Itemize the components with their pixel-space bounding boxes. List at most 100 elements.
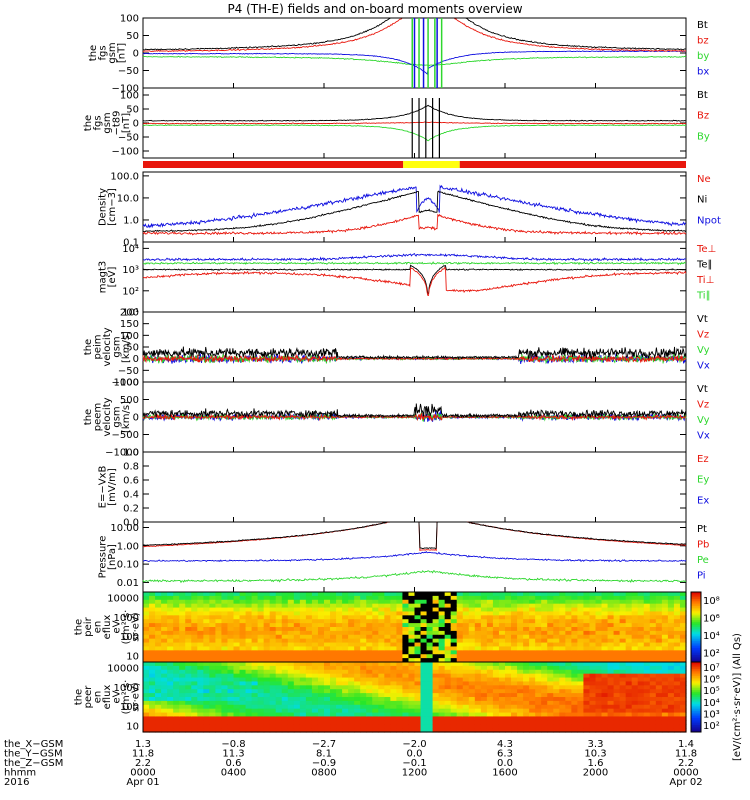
spectrogram-cell (643, 712, 651, 718)
spectrogram-cell (384, 619, 391, 624)
spectrogram-cell (281, 619, 289, 624)
spectrogram-cell (547, 650, 554, 655)
y-tick-label: 0 (133, 354, 139, 365)
spectrogram-cell (589, 650, 597, 655)
spectrogram-cell (468, 677, 476, 683)
spectrogram-cell (390, 611, 397, 616)
spectrogram-cell (275, 619, 283, 624)
spectrogram-cell (673, 623, 681, 628)
y-axis-label: eflux (102, 615, 113, 640)
spectrogram-cell (342, 700, 349, 706)
spectrogram-cell (408, 650, 416, 655)
spectrogram-cell (474, 615, 482, 620)
spectrogram-cell (185, 712, 192, 718)
spectrogram-cell (673, 685, 681, 690)
spectrogram-cell (209, 599, 216, 605)
spectrogram-cell (438, 627, 446, 632)
spectrogram-cell (535, 693, 542, 698)
spectrogram-cell (179, 658, 186, 663)
x-tick-label: 0.0 (497, 758, 513, 769)
spectrogram-cell (269, 654, 277, 659)
spectrogram-cell (498, 611, 506, 616)
spectrogram-cell (468, 611, 476, 616)
spectrogram-cell (143, 627, 150, 632)
spectrogram-cell (468, 650, 476, 655)
spectrogram-cell (191, 724, 198, 729)
spectrogram-cell (535, 704, 542, 710)
y-axis-label: the (88, 45, 99, 61)
spectrogram-cell (330, 658, 337, 663)
spectrogram-cell (631, 654, 639, 659)
spectrogram-cell (444, 728, 452, 733)
spectrogram-cell (269, 689, 277, 694)
x-tick-label: 11.8 (132, 749, 154, 760)
spectrogram-cell (185, 693, 192, 698)
spectrogram-cell (607, 619, 615, 624)
legend-entry: Pe (697, 555, 709, 566)
spectrogram-cell (191, 689, 198, 694)
spectrogram-cell (679, 650, 687, 655)
spectrogram-cell (577, 595, 585, 601)
spectrogram-cell (450, 630, 458, 636)
spectrogram-cell (305, 642, 313, 648)
spectrogram-cell (155, 634, 162, 640)
spectrogram-cell (384, 646, 391, 651)
spectrogram-cell (595, 630, 603, 636)
spectrogram-cell (480, 603, 488, 609)
spectrogram-cell (251, 634, 259, 640)
spectrogram-cell (505, 595, 512, 601)
spectrogram-cell (167, 654, 174, 659)
spectrogram-cell (607, 623, 615, 628)
spectrogram-cell (311, 716, 319, 721)
spectrogram-cell (673, 615, 681, 620)
spectrogram-cell (167, 669, 174, 675)
spectrogram-cell (673, 646, 681, 651)
spectrogram-cell (450, 704, 458, 710)
spectrogram-cell (438, 592, 446, 597)
spectrogram-cell (498, 712, 506, 718)
spectrogram-cell (336, 658, 343, 663)
spectrogram-cell (444, 658, 452, 663)
spectrogram-cell (426, 662, 434, 667)
spectrogram-cell (396, 697, 404, 702)
spectrogram-cell (348, 665, 355, 671)
spectrogram-cell (535, 712, 542, 718)
spectrogram-cell (462, 720, 470, 725)
spectrogram-cell (372, 650, 379, 655)
spectrogram-cell (474, 595, 482, 601)
spectrogram-cell (348, 669, 355, 675)
spectrogram-cell (311, 673, 319, 679)
spectrogram-cell (299, 693, 307, 698)
spectrogram-cell (667, 685, 675, 690)
spectrogram-cell (348, 607, 355, 613)
y-axis-label: en (93, 691, 104, 704)
spectrogram-cell (529, 658, 536, 663)
spectrogram-cell (311, 599, 319, 605)
spectrogram-cell (601, 627, 609, 632)
spectrogram-cell (535, 708, 542, 714)
spectrogram-cell (197, 669, 204, 675)
spectrogram-cell (571, 615, 578, 620)
spectrogram-cell (366, 603, 373, 609)
spectrogram-cell (305, 704, 313, 710)
spectrogram-cell (619, 599, 627, 605)
colorbar-cell (691, 627, 701, 630)
spectrogram-cell (571, 650, 578, 655)
spectrogram-cell (179, 704, 186, 710)
spectrogram-cell (480, 654, 488, 659)
colorbar-cell (691, 637, 701, 640)
legend-entry: Vy (697, 415, 710, 426)
spectrogram-cell (305, 708, 313, 714)
spectrogram-cell (637, 720, 645, 725)
spectrogram-cell (619, 658, 627, 663)
spectrogram-cell (173, 650, 180, 655)
spectrogram-cell (185, 638, 192, 644)
colorbar-tick-label: 10³ (703, 710, 720, 721)
spectrogram-cell (197, 623, 204, 628)
spectrogram-cell (450, 615, 458, 620)
spectrogram-cell (185, 654, 192, 659)
spectrogram-cell (324, 595, 331, 601)
spectrogram-cell (239, 607, 247, 613)
spectrogram-cell (517, 646, 524, 651)
spectrogram-cell (317, 595, 325, 601)
